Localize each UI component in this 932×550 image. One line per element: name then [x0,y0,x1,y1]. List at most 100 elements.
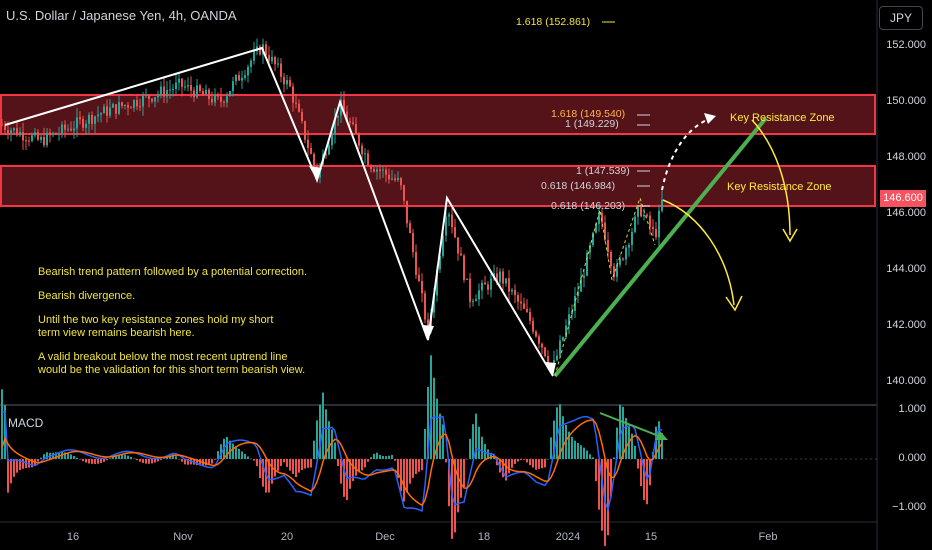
macd-histogram-bar [340,459,342,484]
macd-histogram-bar [385,456,387,459]
candle-body [595,223,597,233]
candle-body [367,153,369,166]
macd-histogram-bar [304,459,306,469]
candle-body [28,140,30,142]
candle-body [265,44,267,56]
candle-body [442,235,444,256]
macd-histogram-bar [379,454,381,459]
macd-histogram-bar [397,459,399,479]
candle-body [31,135,33,141]
candle-body [364,153,366,155]
time-tick: 20 [280,531,294,543]
macd-histogram-bar [415,459,417,475]
candle-body [190,85,192,91]
macd-histogram-bar [154,459,156,463]
candle-body [604,222,606,241]
currency-button[interactable]: JPY [879,6,923,30]
candle-body [418,274,420,282]
candle-body [331,134,333,146]
candle-body [148,94,150,99]
price-tick: 152.000 [886,39,926,51]
candle-body [214,94,216,103]
macd-histogram-bar [229,440,231,459]
macd-histogram-bar [595,459,597,482]
candle-body [238,75,240,81]
projected-path [661,117,713,191]
candle-body [598,212,600,224]
candle-body [100,113,102,115]
candle-body [118,102,120,114]
price-tick: 148.000 [886,151,926,163]
candle-body [79,117,81,120]
macd-histogram-bar [592,457,594,459]
macd-histogram-bar [82,459,84,462]
candle-body [487,284,489,290]
candle-body [529,311,531,321]
candle-body [610,251,612,267]
macd-histogram-bar [268,459,270,493]
candle-body [229,91,231,97]
candle-body [472,301,474,303]
macd-histogram-bar [331,429,333,459]
macd-histogram-bar [262,459,264,487]
candle-body [469,278,471,302]
candle-body [565,325,567,338]
candle-body [232,81,234,92]
candle-body [121,102,123,106]
macd-histogram-bar [37,459,39,462]
candle-body [658,210,660,238]
macd-histogram-bar [196,459,198,466]
candle-body [358,133,360,146]
macd-histogram-bar [598,459,600,510]
macd-histogram-bar [214,459,216,460]
candle-body [271,56,273,62]
macd-histogram-bar [571,436,573,459]
time-tick: Nov [173,531,193,543]
candle-body [463,255,465,280]
macd-histogram-bar [616,427,618,459]
candle-body [208,89,210,99]
candle-body [187,85,189,87]
candle-body [403,185,405,201]
candle-body [52,132,54,136]
candle-body [220,96,222,102]
fib-label: 1 (149.229) [565,118,619,130]
current-price-badge: 146.600 [880,190,926,207]
candle-body [43,136,45,146]
macd-histogram-bar [22,459,24,469]
macd-histogram-bar [295,459,297,478]
candle-body [97,114,99,117]
candle-body [379,169,381,171]
candlestick-series [1,38,663,370]
candle-body [289,80,291,87]
candle-body [244,75,246,78]
candle-body [451,214,453,228]
candle-body [385,169,387,175]
macd-histogram-bar [310,459,312,468]
candle-body [46,132,48,146]
macd-histogram-bar [292,459,294,474]
macd-histogram-bar [79,459,81,460]
candle-body [409,223,411,234]
macd-histogram-bar [508,459,510,474]
macd-histogram-bar [580,445,582,459]
macd-histogram-bar [634,445,636,459]
candle-body [139,106,141,108]
macd-histogram-bar [589,454,591,459]
macd-histogram-bar [577,442,579,459]
candle-body [157,94,159,98]
macd-histogram-bar [286,459,288,467]
macd-histogram-bar [535,459,537,470]
macd-histogram-bar [394,459,396,461]
projected-arrowhead [704,113,716,124]
macd-histogram-bar [607,459,609,536]
fib-label: 1 (147.539) [576,165,630,177]
macd-histogram-bar [91,459,93,464]
macd-histogram-bar [526,459,528,463]
macd-histogram-bar [463,459,465,488]
candle-body [124,104,126,106]
candle-body [106,106,108,116]
candle-body [439,255,441,270]
candle-body [253,51,255,61]
